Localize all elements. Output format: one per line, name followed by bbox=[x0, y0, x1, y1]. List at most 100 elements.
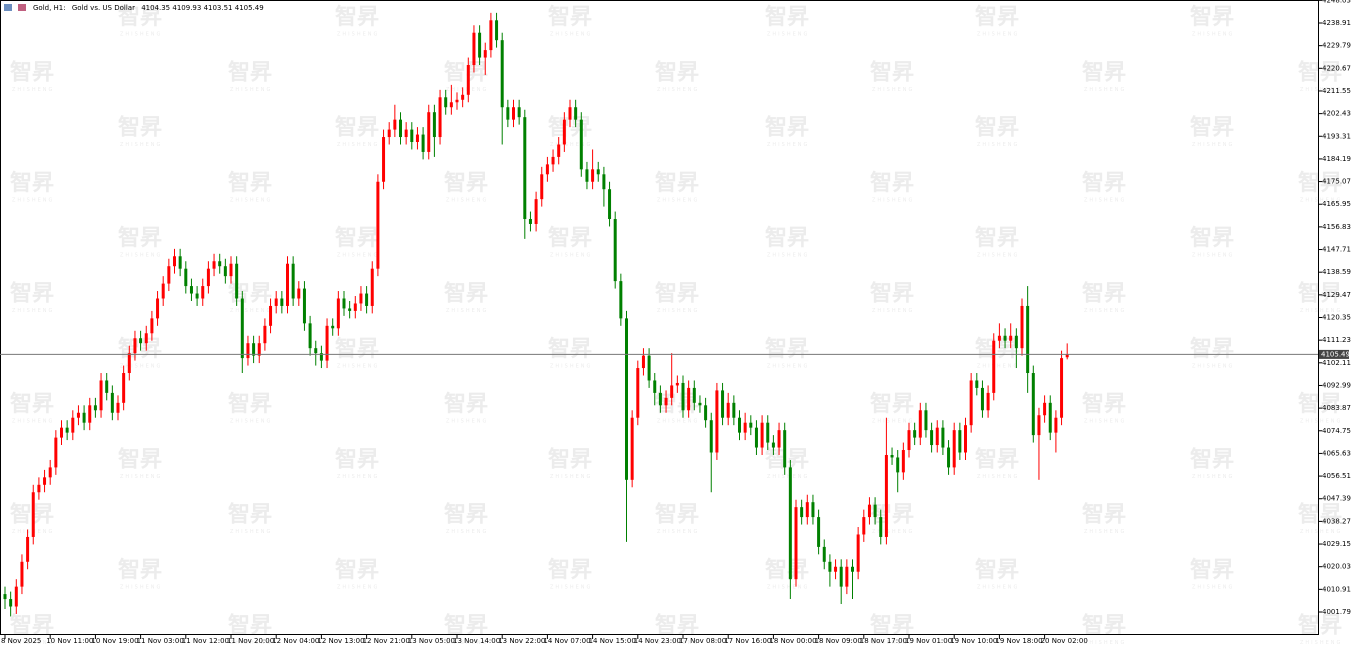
candle-body bbox=[528, 219, 532, 224]
candle-body bbox=[167, 266, 171, 284]
y-tick-label: 4001.79 bbox=[1322, 608, 1351, 616]
watermark: 智昇 bbox=[1190, 446, 1234, 472]
candle-body bbox=[399, 119, 402, 138]
y-tick-label: 4020.03 bbox=[1322, 563, 1351, 571]
x-tick-label: 10 Nov 19:00 bbox=[91, 637, 138, 645]
y-tick-label: 4102.11 bbox=[1322, 359, 1351, 367]
header-low: 4103.51 bbox=[204, 4, 233, 12]
candle-body bbox=[681, 382, 685, 411]
watermark: 智昇 bbox=[335, 557, 379, 583]
watermark: 智昇 bbox=[228, 281, 272, 307]
candle-body bbox=[376, 181, 380, 269]
candle-body bbox=[60, 427, 63, 438]
candle-body bbox=[506, 107, 510, 120]
watermark: 智昇 bbox=[118, 225, 162, 251]
candle-body bbox=[65, 427, 69, 433]
y-tick-label: 4129.47 bbox=[1322, 291, 1351, 299]
candle-body bbox=[879, 517, 883, 537]
candle-body bbox=[336, 298, 340, 329]
y-tick-label: 4184.19 bbox=[1322, 155, 1351, 163]
candle-body bbox=[1009, 335, 1013, 341]
candle-body bbox=[461, 94, 465, 100]
candle-body bbox=[579, 119, 583, 170]
candle-body bbox=[201, 286, 205, 299]
watermark: 智昇 bbox=[870, 391, 914, 417]
watermark: 智昇 bbox=[765, 336, 809, 362]
header-open: 4104.35 bbox=[141, 4, 170, 12]
x-tick-label: 14 Nov 15:00 bbox=[589, 637, 636, 645]
watermark: 智昇 bbox=[1298, 281, 1342, 307]
watermark-sub: ZHISHENG bbox=[872, 197, 914, 203]
watermark-sub: ZHISHENG bbox=[1300, 529, 1342, 535]
watermark: 智昇 bbox=[335, 446, 379, 472]
candle-body bbox=[918, 410, 922, 438]
candle-body bbox=[235, 263, 239, 299]
watermark-sub: ZHISHENG bbox=[657, 419, 699, 425]
watermark-sub: ZHISHENG bbox=[120, 253, 162, 259]
candle-body bbox=[862, 517, 866, 535]
candle-body bbox=[252, 343, 256, 356]
candle-body bbox=[500, 40, 504, 108]
candle-body bbox=[930, 430, 934, 446]
watermark: 智昇 bbox=[228, 391, 272, 417]
watermark-sub: ZHISHENG bbox=[550, 32, 592, 38]
candle-body bbox=[709, 420, 713, 453]
header-high: 4109.93 bbox=[172, 4, 201, 12]
candle-body bbox=[811, 502, 815, 518]
candle-body bbox=[625, 318, 628, 480]
candle-body bbox=[263, 325, 267, 344]
candle-body bbox=[839, 566, 843, 587]
watermark: 智昇 bbox=[118, 4, 162, 30]
watermark: 智昇 bbox=[10, 281, 54, 307]
candle-body bbox=[1031, 373, 1035, 436]
watermark: 智昇 bbox=[655, 59, 699, 85]
watermark-sub: ZHISHENG bbox=[1084, 529, 1126, 535]
candle-body bbox=[269, 305, 273, 326]
y-tick-label: 4248.03 bbox=[1322, 0, 1351, 4]
candle-body bbox=[760, 422, 764, 448]
price-label: 4105.49 bbox=[1321, 350, 1350, 358]
candle-body bbox=[483, 50, 487, 58]
candle-body bbox=[777, 430, 781, 448]
watermark-sub: ZHISHENG bbox=[337, 32, 379, 38]
watermark-sub: ZHISHENG bbox=[230, 640, 272, 646]
candle-body bbox=[545, 164, 549, 175]
watermark: 智昇 bbox=[975, 336, 1019, 362]
candle-body bbox=[568, 107, 572, 120]
candle-body bbox=[291, 263, 295, 299]
watermark: 智昇 bbox=[335, 115, 379, 141]
candle-body bbox=[924, 410, 928, 431]
candle-body bbox=[331, 325, 335, 329]
candle-body bbox=[771, 442, 775, 448]
candle-body bbox=[754, 427, 758, 448]
candle-body bbox=[856, 534, 860, 572]
candle-body bbox=[20, 561, 24, 587]
candle-body bbox=[302, 288, 306, 324]
candle-body bbox=[749, 422, 753, 428]
description: Gold vs. US Dollar bbox=[72, 4, 135, 12]
candle-body bbox=[907, 430, 911, 451]
candle-body bbox=[675, 382, 679, 386]
candle-body bbox=[704, 405, 708, 421]
candle-body bbox=[851, 566, 854, 572]
candles bbox=[3, 12, 1069, 617]
candle-body bbox=[280, 298, 284, 306]
y-tick-label: 4120.35 bbox=[1322, 314, 1351, 322]
x-tick-label: 18 Nov 09:00 bbox=[815, 637, 862, 645]
x-tick-label: 20 Nov 02:00 bbox=[1041, 637, 1088, 645]
x-tick-label: 17 Nov 08:00 bbox=[679, 637, 726, 645]
candle-body bbox=[189, 286, 193, 294]
candle-body bbox=[495, 20, 499, 41]
candle-body bbox=[314, 348, 318, 354]
watermark-sub: ZHISHENG bbox=[977, 253, 1019, 259]
candle-body bbox=[438, 97, 442, 138]
candle-body bbox=[286, 263, 289, 306]
candle-body bbox=[218, 261, 222, 267]
watermark-sub: ZHISHENG bbox=[446, 640, 488, 646]
x-tick-label: 14 Nov 07:00 bbox=[543, 637, 590, 645]
candle-body bbox=[26, 536, 30, 562]
y-tick-label: 4029.15 bbox=[1322, 540, 1351, 548]
candle-body bbox=[975, 380, 979, 388]
candle-body bbox=[517, 107, 521, 118]
